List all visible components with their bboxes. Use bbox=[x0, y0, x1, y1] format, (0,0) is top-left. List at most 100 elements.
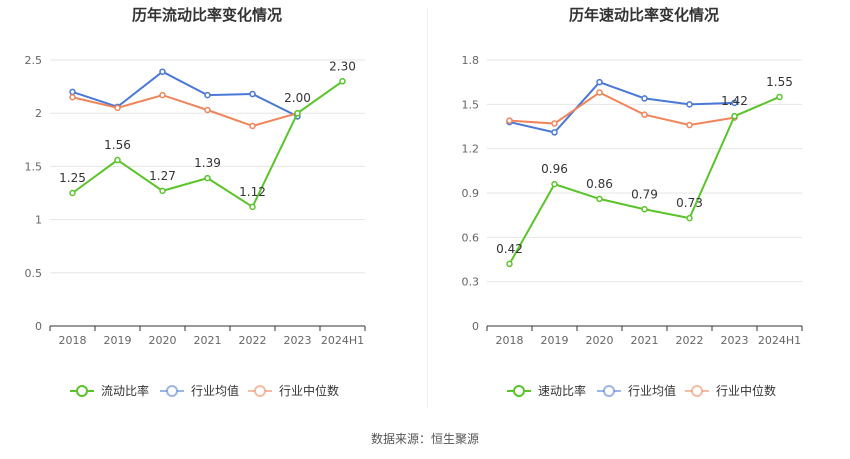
source-note: 数据来源：恒生聚源 bbox=[371, 431, 479, 446]
x-tick-label: 2019 bbox=[104, 334, 132, 347]
data-point bbox=[776, 93, 783, 101]
data-point bbox=[249, 203, 256, 211]
legend-item: 行业中位数 bbox=[248, 383, 339, 398]
x-tick-label: 2020 bbox=[586, 334, 614, 347]
data-label: 1.12 bbox=[239, 185, 266, 199]
legend-label: 行业中位数 bbox=[716, 383, 776, 398]
y-tick-label: 2 bbox=[35, 107, 42, 120]
x-tick-label: 2021 bbox=[631, 334, 659, 347]
data-point bbox=[204, 91, 211, 99]
data-label: 1.55 bbox=[766, 75, 793, 89]
x-tick-label: 2024H1 bbox=[321, 334, 364, 347]
data-label: 1.27 bbox=[149, 169, 176, 183]
y-tick-label: 0.6 bbox=[462, 231, 480, 244]
chart-title: 历年速动比率变化情况 bbox=[569, 6, 719, 24]
data-label: 1.39 bbox=[194, 156, 221, 170]
data-label: 1.56 bbox=[104, 138, 131, 152]
data-label: 0.73 bbox=[676, 196, 703, 210]
y-tick-label: 1 bbox=[35, 214, 42, 227]
data-point bbox=[159, 91, 166, 99]
data-point bbox=[294, 109, 301, 117]
data-point bbox=[249, 122, 256, 130]
x-tick-label: 2018 bbox=[496, 334, 524, 347]
data-label: 1.42 bbox=[721, 94, 748, 108]
data-point bbox=[69, 189, 76, 197]
data-point bbox=[114, 104, 121, 112]
data-point bbox=[204, 174, 211, 182]
x-tick-label: 2018 bbox=[59, 334, 87, 347]
legend-item: 速动比率 bbox=[507, 383, 586, 398]
data-point bbox=[551, 129, 558, 136]
data-label: 0.96 bbox=[541, 162, 568, 176]
legend-label: 流动比率 bbox=[101, 383, 149, 398]
legend-marker bbox=[166, 385, 178, 397]
data-point bbox=[596, 89, 603, 96]
legend-label: 行业均值 bbox=[628, 383, 676, 398]
data-label: 0.86 bbox=[586, 177, 613, 191]
chart-panel-0: 历年流动比率变化情况 0 0.5 1 1.5 2 2.5 2018 2019 2020 2021 20… bbox=[25, 6, 366, 398]
panel-divider bbox=[427, 8, 428, 408]
data-point bbox=[641, 206, 648, 213]
y-tick-label: 1.5 bbox=[462, 98, 480, 111]
x-tick-label: 2024H1 bbox=[758, 334, 801, 347]
data-point bbox=[596, 78, 603, 86]
legend-marker bbox=[513, 385, 525, 397]
series-line bbox=[509, 91, 735, 127]
y-tick-label: 1.8 bbox=[462, 54, 480, 67]
legend-marker bbox=[254, 385, 266, 397]
data-label: 2.30 bbox=[329, 59, 356, 73]
legend-marker bbox=[76, 385, 88, 397]
chart-panel-1: 历年速动比率变化情况 0 0.3 0.6 0.9 1.2 1.5 1.8 2018 2019 202… bbox=[462, 6, 803, 398]
data-point bbox=[551, 180, 558, 188]
data-point bbox=[731, 99, 738, 107]
y-tick-label: 0.5 bbox=[25, 267, 43, 280]
legend-label: 速动比率 bbox=[538, 383, 586, 398]
data-point bbox=[596, 195, 603, 203]
data-point bbox=[159, 187, 166, 195]
data-label: 0.42 bbox=[496, 242, 523, 256]
data-point bbox=[731, 112, 738, 120]
data-point bbox=[506, 260, 513, 268]
legend-item: 行业中位数 bbox=[685, 383, 776, 398]
series-line bbox=[509, 80, 735, 134]
data-label: 0.79 bbox=[631, 187, 658, 201]
data-point bbox=[249, 90, 256, 98]
series-line bbox=[72, 94, 298, 128]
y-tick-label: 0.9 bbox=[462, 187, 480, 200]
legend-label: 行业中位数 bbox=[279, 383, 339, 398]
data-point bbox=[686, 214, 693, 222]
legend-marker bbox=[603, 385, 615, 397]
data-point bbox=[551, 120, 558, 127]
data-point bbox=[641, 111, 648, 118]
x-tick-label: 2023 bbox=[284, 334, 312, 347]
x-tick-label: 2022 bbox=[239, 334, 267, 347]
data-point bbox=[339, 78, 346, 85]
data-point bbox=[159, 68, 166, 75]
data-point bbox=[506, 117, 513, 124]
legend-item: 行业均值 bbox=[597, 383, 676, 398]
y-tick-label: 1.2 bbox=[462, 143, 480, 156]
y-tick-label: 2.5 bbox=[25, 54, 43, 67]
data-point bbox=[69, 93, 76, 101]
y-tick-label: 1.5 bbox=[25, 160, 43, 173]
y-tick-label: 0.3 bbox=[462, 276, 480, 289]
chart-title: 历年流动比率变化情况 bbox=[132, 6, 282, 24]
x-tick-label: 2022 bbox=[676, 334, 704, 347]
series-line bbox=[508, 96, 780, 265]
legend-marker bbox=[691, 385, 703, 397]
data-point bbox=[114, 156, 121, 164]
y-tick-label: 0 bbox=[472, 320, 479, 333]
y-tick-label: 0 bbox=[35, 320, 42, 333]
series-line bbox=[72, 70, 298, 118]
x-tick-label: 2020 bbox=[149, 334, 177, 347]
data-point bbox=[686, 101, 693, 108]
data-label: 2.00 bbox=[284, 91, 311, 105]
data-point bbox=[204, 106, 211, 114]
x-tick-label: 2019 bbox=[541, 334, 569, 347]
legend-label: 行业均值 bbox=[191, 383, 239, 398]
legend-item: 行业均值 bbox=[160, 383, 239, 398]
x-tick-label: 2021 bbox=[194, 334, 222, 347]
x-tick-label: 2023 bbox=[721, 334, 749, 347]
